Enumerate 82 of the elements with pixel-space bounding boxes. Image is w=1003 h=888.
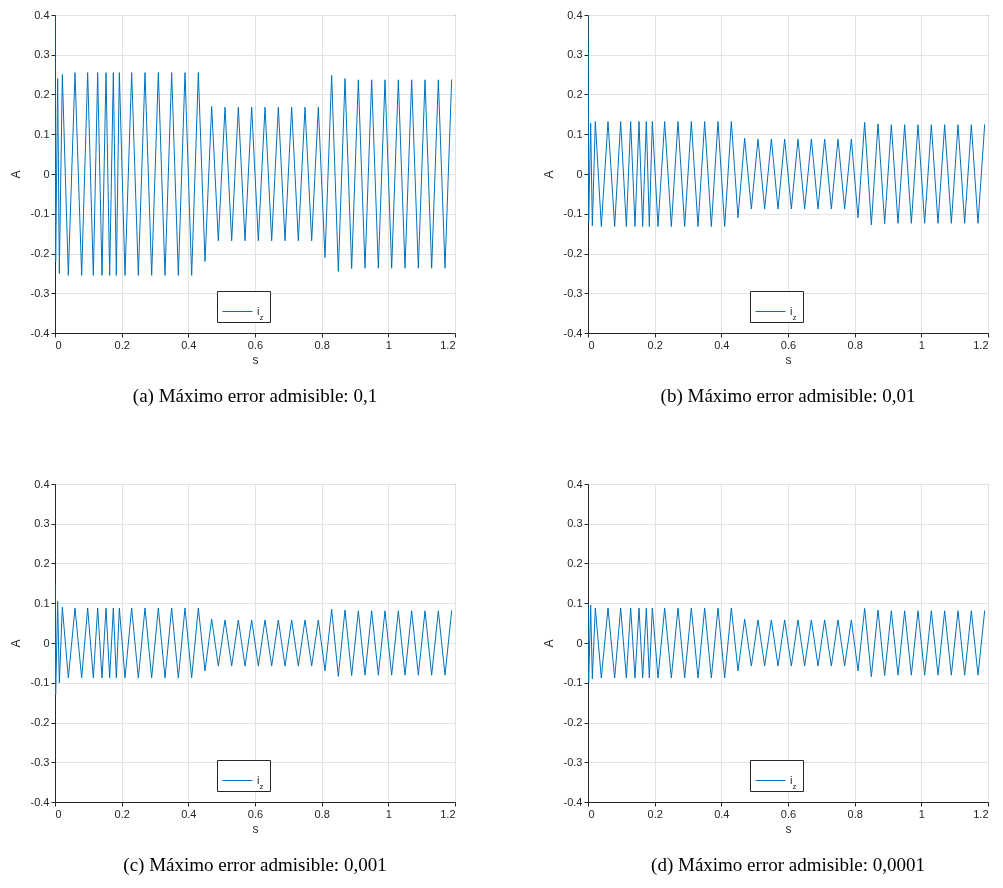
x-tick-label: 0 — [55, 807, 62, 820]
text: (a) Máximo error admisible: 0,1 — [132, 385, 378, 407]
x-axis-title: s — [252, 352, 259, 367]
y-tick-label: 0.2 — [567, 88, 583, 100]
x-tick-label: 0.8 — [314, 807, 330, 820]
x-tick-label: 0.8 — [847, 338, 863, 351]
x-tick-label: 0.6 — [247, 807, 264, 820]
y-tick-label: -0.2 — [30, 716, 50, 728]
y-tick-label: 0 — [576, 636, 583, 649]
x-tick-label: 0.6 — [780, 807, 797, 820]
y-tick-label: 0.1 — [567, 127, 583, 140]
legend-label: i$_{z}$ — [257, 304, 264, 321]
y-tick-label: -0.4 — [30, 795, 50, 808]
y-tick-label: -0.1 — [30, 676, 50, 689]
legend-label: i$_{z}$ — [790, 304, 797, 321]
x-tick-label: 1 — [385, 807, 392, 820]
y-tick-label: 0.2 — [567, 557, 583, 569]
text: (c) Máximo error admisible: 0,001 — [123, 854, 387, 876]
x-tick-label: 0.6 — [247, 338, 264, 351]
y-tick-label: 0.4 — [567, 8, 583, 21]
x-tick-label: 0.2 — [647, 807, 663, 820]
y-axis-title: A — [8, 639, 23, 648]
y-tick-label: 0.4 — [34, 8, 50, 21]
y-tick-label: 0.2 — [34, 557, 50, 569]
y-tick-label: 0.1 — [34, 596, 50, 609]
y-tick-label: -0.3 — [563, 286, 583, 299]
x-tick-label: 0.6 — [780, 338, 797, 351]
y-tick-label: 0.1 — [34, 127, 50, 140]
x-tick-label: 1.2 — [973, 807, 989, 820]
y-tick-label: 0.3 — [34, 517, 50, 530]
y-tick-label: 0 — [43, 636, 50, 649]
y-tick-label: -0.3 — [563, 755, 583, 768]
y-axis-title: A — [541, 170, 556, 179]
y-tick-label: -0.2 — [30, 247, 50, 259]
x-tick-label: 0.2 — [114, 807, 130, 820]
x-tick-label: 0 — [588, 338, 595, 351]
y-tick-label: 0 — [576, 167, 583, 180]
y-tick-label: -0.1 — [30, 207, 50, 220]
x-tick-label: 1 — [918, 807, 925, 820]
y-tick-label: 0.1 — [567, 596, 583, 609]
x-tick-label: 0 — [588, 807, 595, 820]
x-tick-label: 1 — [385, 338, 392, 351]
y-tick-label: -0.4 — [30, 326, 50, 339]
y-tick-label: -0.1 — [563, 676, 583, 689]
y-tick-label: 0.4 — [567, 477, 583, 490]
y-tick-label: 0.2 — [34, 88, 50, 100]
y-tick-label: -0.3 — [30, 755, 50, 768]
x-tick-label: 0.2 — [114, 338, 130, 351]
y-tick-label: 0 — [43, 167, 50, 180]
x-tick-label: 1.2 — [440, 807, 456, 820]
y-tick-label: -0.4 — [563, 326, 583, 339]
x-tick-label: 0.8 — [847, 807, 863, 820]
x-tick-label: 0 — [55, 338, 62, 351]
x-tick-label: 0.4 — [714, 807, 730, 820]
x-tick-label: 0.4 — [181, 807, 197, 820]
y-tick-label: -0.1 — [563, 207, 583, 220]
y-axis-title: A — [541, 639, 556, 648]
y-tick-label: -0.4 — [563, 795, 583, 808]
y-axis-title: A — [8, 170, 23, 179]
legend-label: i$_{z}$ — [790, 773, 797, 790]
x-tick-label: 1 — [918, 338, 925, 351]
x-tick-label: 0.4 — [181, 338, 197, 351]
y-tick-label: 0.4 — [34, 477, 50, 490]
x-tick-label: 1.2 — [973, 338, 989, 351]
x-axis-title: s — [252, 821, 259, 836]
x-tick-label: 0.2 — [647, 338, 663, 351]
y-tick-label: 0.3 — [567, 48, 583, 61]
x-axis-title: s — [785, 352, 792, 367]
text: (b) Máximo error admisible: 0,01 — [660, 385, 916, 407]
x-tick-label: 0.8 — [314, 338, 330, 351]
y-tick-label: -0.2 — [563, 716, 583, 728]
x-tick-label: 0.4 — [714, 338, 730, 351]
y-tick-label: -0.3 — [30, 286, 50, 299]
x-tick-label: 1.2 — [440, 338, 456, 351]
y-tick-label: -0.2 — [563, 247, 583, 259]
line-series — [588, 602, 986, 684]
line-series — [55, 582, 453, 696]
legend-label: i$_{z}$ — [257, 773, 264, 790]
y-tick-label: 0.3 — [567, 517, 583, 530]
y-tick-label: 0.3 — [34, 48, 50, 61]
x-axis-title: s — [785, 821, 792, 836]
text: (d) Máximo error admisible: 0,0001 — [651, 854, 925, 876]
